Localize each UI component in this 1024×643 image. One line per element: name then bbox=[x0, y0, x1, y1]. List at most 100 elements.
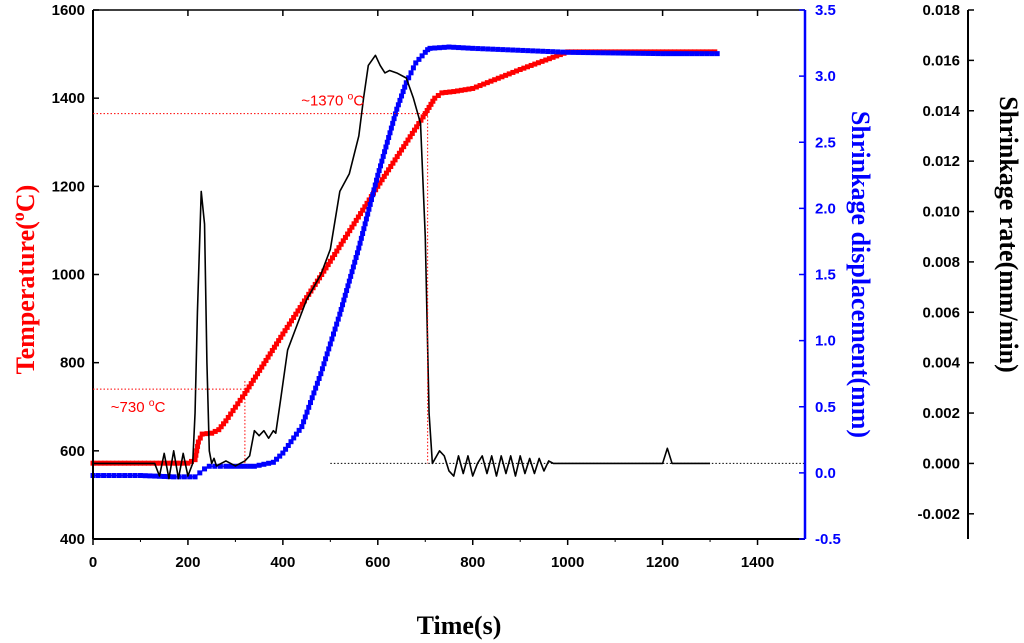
x-tick-label: 0 bbox=[89, 554, 97, 571]
displacement-marker bbox=[350, 264, 356, 270]
displacement-marker bbox=[334, 321, 340, 327]
displacement-marker bbox=[251, 463, 257, 469]
temperature-marker bbox=[181, 460, 187, 466]
temperature-marker bbox=[503, 72, 509, 78]
displacement-marker bbox=[600, 50, 606, 56]
temperature-marker bbox=[246, 384, 252, 390]
displacement-marker bbox=[242, 463, 248, 469]
displacement-marker bbox=[206, 463, 212, 469]
temperature-marker bbox=[336, 245, 342, 251]
displacement-marker bbox=[408, 70, 414, 76]
temperature-marker bbox=[228, 411, 234, 417]
displacement-marker bbox=[704, 51, 710, 57]
displacement-marker bbox=[309, 395, 315, 401]
displacement-marker bbox=[394, 106, 400, 112]
displacement-marker bbox=[610, 50, 616, 56]
temperature-marker bbox=[250, 377, 256, 383]
temperature-marker bbox=[265, 354, 271, 360]
displacement-marker bbox=[699, 51, 705, 57]
displacement-marker bbox=[344, 288, 350, 294]
displacement-marker bbox=[395, 102, 401, 108]
annotation-1370-label: ~1370 oC bbox=[301, 91, 364, 110]
displacement-marker bbox=[374, 177, 380, 183]
displacement-marker bbox=[293, 431, 299, 437]
displacement-marker bbox=[485, 46, 491, 52]
displacement-marker bbox=[311, 390, 317, 396]
temperature-marker bbox=[550, 54, 556, 60]
displacement-marker bbox=[400, 89, 406, 95]
displacement-marker bbox=[370, 192, 376, 198]
displacement-marker bbox=[660, 51, 666, 57]
temperature-marker bbox=[492, 77, 498, 83]
displacement-marker bbox=[327, 341, 333, 347]
x-axis-title: Time(s) bbox=[417, 611, 502, 640]
y-left-tick-label: 600 bbox=[60, 443, 85, 460]
temperature-marker bbox=[481, 81, 487, 87]
displacement-marker bbox=[223, 463, 229, 469]
displacement-marker bbox=[441, 44, 447, 50]
displacement-marker bbox=[266, 460, 272, 466]
temperature-marker bbox=[327, 258, 333, 264]
y-right2-tick-label: 0.016 bbox=[922, 52, 960, 69]
y-right2-tick-label: 0.008 bbox=[922, 254, 960, 271]
displacement-marker bbox=[353, 254, 359, 260]
displacement-marker bbox=[455, 45, 461, 51]
x-tick-label: 1000 bbox=[551, 554, 584, 571]
temperature-marker bbox=[401, 144, 407, 150]
temperature-marker bbox=[216, 427, 222, 433]
temperature-marker bbox=[291, 314, 297, 320]
temperature-marker bbox=[185, 460, 191, 466]
displacement-marker bbox=[326, 346, 332, 352]
temperature-marker bbox=[347, 228, 353, 234]
displacement-marker bbox=[625, 50, 631, 56]
displacement-marker bbox=[391, 116, 397, 122]
y-right1-tick-label: 3.0 bbox=[815, 68, 836, 85]
displacement-marker bbox=[256, 462, 262, 468]
temperature-marker bbox=[499, 74, 505, 80]
displacement-marker bbox=[358, 235, 364, 241]
temperature-marker bbox=[188, 458, 194, 464]
displacement-marker bbox=[382, 149, 388, 155]
displacement-marker bbox=[101, 473, 107, 479]
displacement-marker bbox=[427, 45, 433, 51]
temperature-marker bbox=[455, 88, 461, 94]
displacement-marker bbox=[212, 463, 218, 469]
displacement-marker bbox=[132, 473, 138, 479]
temperature-marker bbox=[297, 305, 303, 311]
displacement-marker bbox=[570, 49, 576, 55]
temperature-marker bbox=[259, 364, 265, 370]
displacement-marker bbox=[299, 424, 305, 430]
temperature-marker bbox=[193, 452, 199, 458]
displacement-marker bbox=[197, 470, 203, 476]
temperature-marker bbox=[447, 89, 453, 95]
temperature-marker bbox=[257, 367, 263, 373]
temperature-marker bbox=[439, 90, 445, 96]
x-tick-label: 800 bbox=[460, 554, 485, 571]
temperature-marker bbox=[221, 421, 227, 427]
temperature-marker bbox=[242, 391, 248, 397]
temperature-marker bbox=[286, 321, 292, 327]
displacement-marker bbox=[432, 45, 438, 51]
displacement-marker bbox=[500, 47, 506, 53]
temperature-marker bbox=[244, 387, 250, 393]
y-left-tick-label: 800 bbox=[60, 355, 85, 372]
displacement-marker bbox=[451, 44, 457, 50]
displacement-marker bbox=[307, 400, 313, 406]
y-left-axis-title: Temperature(oC) bbox=[8, 185, 40, 375]
displacement-marker bbox=[288, 439, 294, 445]
temperature-marker bbox=[383, 170, 389, 176]
displacement-marker bbox=[525, 48, 531, 54]
displacement-marker bbox=[403, 80, 409, 86]
displacement-marker bbox=[304, 409, 310, 415]
displacement-marker bbox=[406, 75, 412, 81]
displacement-marker bbox=[366, 206, 372, 212]
temperature-marker bbox=[263, 357, 269, 363]
displacement-marker bbox=[402, 84, 408, 90]
temperature-marker bbox=[351, 221, 357, 227]
displacement-marker bbox=[386, 135, 392, 141]
displacement-marker bbox=[388, 125, 394, 131]
displacement-marker bbox=[535, 48, 541, 54]
displacement-marker bbox=[142, 473, 148, 479]
temperature-marker bbox=[543, 57, 549, 63]
